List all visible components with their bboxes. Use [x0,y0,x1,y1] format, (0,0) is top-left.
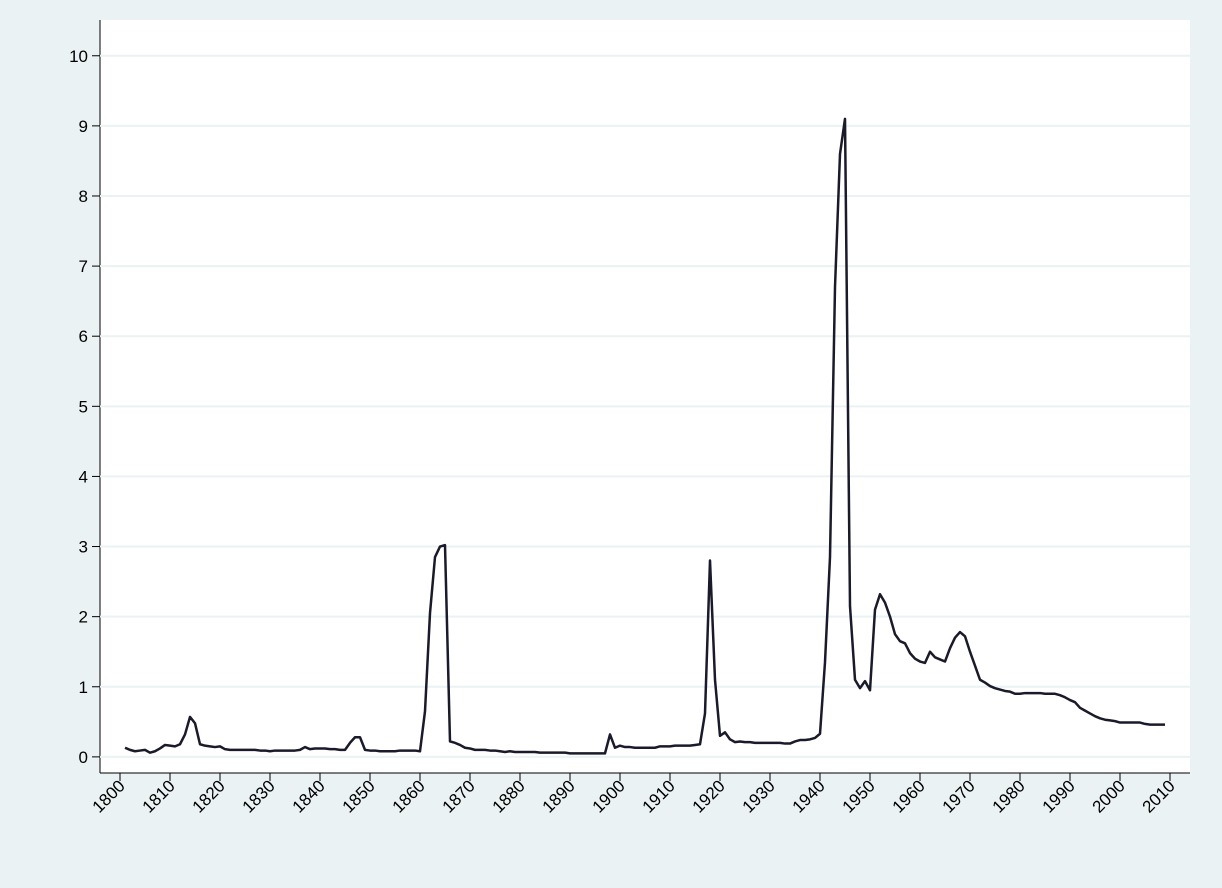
plot-area [100,20,1190,773]
x-tick-label: 2000 [1089,776,1129,816]
x-tick-label: 1930 [739,776,779,816]
x-tick-label: 1950 [839,776,879,816]
y-tick-label: 4 [79,467,88,486]
x-tick-label: 1810 [139,776,179,816]
y-tick-label: 10 [69,47,88,66]
x-tick-label: 1970 [939,776,979,816]
y-tick-label: 1 [79,678,88,697]
x-tick-label: 1830 [239,776,279,816]
y-tick-label: 0 [79,748,88,767]
x-tick-label: 1840 [289,776,329,816]
x-tick-label: 1980 [989,776,1029,816]
y-tick-label: 9 [79,117,88,136]
data-line [124,117,1165,755]
x-tick-label: 1940 [789,776,829,816]
x-tick-label: 1900 [589,776,629,816]
x-tick-label: 1850 [339,776,379,816]
x-tick-label: 1960 [889,776,929,816]
x-tick-label: 1860 [389,776,429,816]
y-tick-label: 5 [79,397,88,416]
x-tick-label: 1890 [539,776,579,816]
y-tick-label: 7 [79,257,88,276]
x-tick-label: 1910 [639,776,679,816]
y-tick-label: 6 [79,327,88,346]
y-tick-label: 3 [79,538,88,557]
x-tick-label: 1870 [439,776,479,816]
x-tick-label: 1880 [489,776,529,816]
x-tick-label: 1990 [1039,776,1079,816]
x-tick-label: 1820 [189,776,229,816]
x-tick-label: 1800 [89,776,129,816]
y-tick-label: 2 [79,608,88,627]
y-tick-label: 8 [79,187,88,206]
x-tick-label: 2010 [1139,776,1179,816]
x-tick-label: 1920 [689,776,729,816]
